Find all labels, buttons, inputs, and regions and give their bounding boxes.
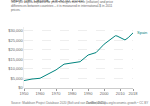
svg-text:2000: 2000 — [100, 91, 110, 96]
svg-text:$20,000: $20,000 — [8, 47, 23, 52]
svg-text:$25,000: $25,000 — [8, 38, 23, 43]
svg-text:Source: Maddison Project Datab: Source: Maddison Project Database 2020 (… — [11, 101, 105, 105]
svg-text:1980: 1980 — [68, 91, 78, 96]
svg-text:2018: 2018 — [129, 91, 139, 96]
svg-text:1970: 1970 — [52, 91, 62, 96]
svg-text:$5,000: $5,000 — [10, 76, 23, 81]
svg-text:$10,000: $10,000 — [8, 66, 23, 71]
svg-text:1990: 1990 — [84, 91, 94, 96]
svg-text:Spain: Spain — [137, 30, 147, 35]
svg-text:OurWorldInData.org/economic-gr: OurWorldInData.org/economic-growth • CC … — [86, 101, 148, 105]
svg-text:2010: 2010 — [116, 91, 126, 96]
svg-text:$15,000: $15,000 — [8, 57, 23, 62]
svg-text:1960: 1960 — [36, 91, 46, 96]
svg-text:$0: $0 — [18, 85, 23, 90]
svg-text:1950: 1950 — [20, 91, 30, 96]
svg-text:GDP per capita adjusted for pr: GDP per capita adjusted for price change… — [11, 0, 113, 12]
svg-text:$30,000: $30,000 — [8, 28, 23, 33]
svg-text:GDP per capita, 1950 to 2018: GDP per capita, 1950 to 2018 — [11, 0, 84, 3]
